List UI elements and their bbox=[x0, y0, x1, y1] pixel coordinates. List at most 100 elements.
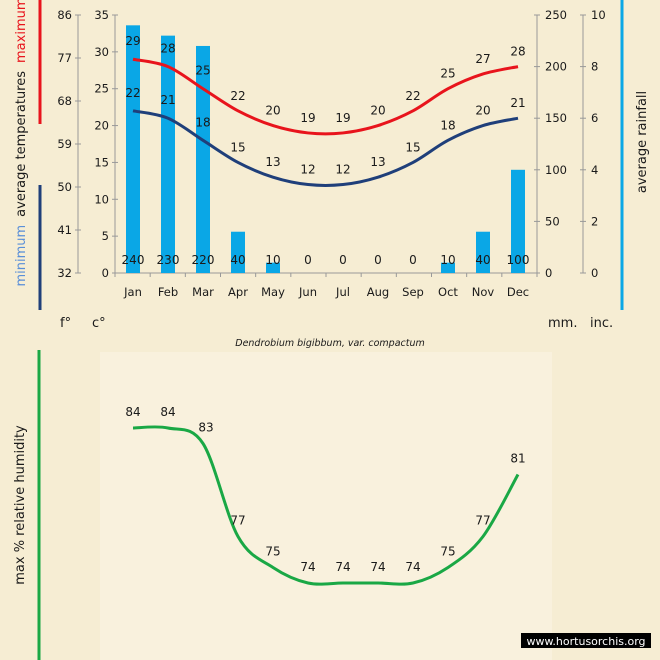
humidity-data-label: 83 bbox=[198, 421, 213, 435]
rainfall-data-label: 220 bbox=[192, 253, 215, 267]
average-temperatures-label: average temperatures bbox=[14, 71, 29, 217]
fahrenheit-tick-label: 41 bbox=[57, 223, 72, 237]
rainfall-data-label: 100 bbox=[507, 253, 530, 267]
maximum-data-label: 19 bbox=[335, 111, 350, 125]
maximum-data-label: 19 bbox=[300, 111, 315, 125]
temperature-rainfall-chart: 3241505968778605101520253035050100150200… bbox=[57, 8, 605, 299]
humidity-line bbox=[132, 425, 520, 586]
inches-tick-label: 10 bbox=[591, 8, 606, 22]
rainfall-axis-title: average rainfall bbox=[635, 91, 650, 193]
minimum-data-label: 13 bbox=[265, 155, 280, 169]
rainfall-data-label: 40 bbox=[230, 253, 245, 267]
mm-tick-label: 50 bbox=[545, 214, 560, 228]
maximum-data-label: 28 bbox=[160, 42, 175, 56]
rainfall-bar-mar bbox=[196, 45, 210, 274]
maximum-data-label: 29 bbox=[125, 34, 140, 48]
maximum-data-label: 25 bbox=[195, 64, 210, 78]
humidity-data-label: 81 bbox=[510, 452, 525, 466]
rainfall-data-label: 40 bbox=[475, 253, 490, 267]
minimum-data-label: 20 bbox=[475, 104, 490, 118]
minimum-data-label: 15 bbox=[230, 140, 245, 154]
fahrenheit-tick-label: 86 bbox=[57, 8, 72, 22]
month-label-apr: Apr bbox=[228, 285, 248, 299]
month-label-sep: Sep bbox=[402, 285, 424, 299]
humidity-data-label: 84 bbox=[125, 405, 140, 419]
month-label-aug: Aug bbox=[367, 285, 389, 299]
minimum-data-label: 12 bbox=[335, 163, 350, 177]
inches-tick-label: 6 bbox=[591, 111, 598, 125]
maximum-data-label: 27 bbox=[475, 52, 490, 66]
rainfall-data-label: 240 bbox=[122, 253, 145, 267]
minimum-data-label: 13 bbox=[370, 155, 385, 169]
month-label-jul: Jul bbox=[335, 285, 350, 299]
minimum-data-label: 22 bbox=[125, 86, 140, 100]
humidity-axis-title: max % relative humidity bbox=[13, 425, 28, 585]
month-label-nov: Nov bbox=[472, 285, 495, 299]
month-label-may: May bbox=[261, 285, 285, 299]
inches-tick-label: 8 bbox=[591, 60, 598, 74]
fahrenheit-tick-label: 32 bbox=[57, 266, 72, 280]
maximum-data-label: 28 bbox=[510, 45, 525, 59]
humidity-data-label: 75 bbox=[265, 545, 280, 559]
fahrenheit-tick-label: 77 bbox=[57, 51, 72, 65]
rainfall-data-label: 10 bbox=[440, 253, 455, 267]
minimum-data-label: 21 bbox=[160, 93, 175, 107]
minimum-data-label: 15 bbox=[405, 140, 420, 154]
month-label-mar: Mar bbox=[192, 285, 214, 299]
rainfall-bar-jan bbox=[126, 25, 140, 273]
rainfall-data-label: 0 bbox=[339, 253, 347, 267]
humidity-data-label: 74 bbox=[370, 560, 385, 574]
celsius-tick-label: 20 bbox=[94, 119, 109, 133]
minimum-data-label: 18 bbox=[440, 118, 455, 132]
celsius-unit: c° bbox=[92, 316, 106, 331]
maximum-data-label: 20 bbox=[265, 104, 280, 118]
celsius-tick-label: 0 bbox=[102, 266, 109, 280]
mm-tick-label: 0 bbox=[545, 266, 552, 280]
inches-tick-label: 0 bbox=[591, 266, 598, 280]
rainfall-bar-feb bbox=[161, 35, 175, 273]
maximum-data-label: 22 bbox=[230, 89, 245, 103]
rainfall-data-label: 0 bbox=[374, 253, 382, 267]
minimum-label: minimum bbox=[14, 225, 29, 287]
chart-caption: Dendrobium bigibbum, var. compactum bbox=[235, 338, 425, 349]
humidity-data-label: 74 bbox=[405, 560, 420, 574]
mm-tick-label: 100 bbox=[545, 163, 567, 177]
rainfall-data-label: 0 bbox=[304, 253, 312, 267]
humidity-plot-area bbox=[100, 352, 552, 660]
rainfall-bar-oct bbox=[441, 262, 455, 273]
humidity-chart: 84 84 83 77 75 74 74 74 74 75 77 81 bbox=[125, 405, 526, 586]
rainfall-bar-may bbox=[266, 262, 280, 273]
rainfall-bar-dec bbox=[511, 169, 525, 273]
celsius-tick-label: 30 bbox=[94, 45, 109, 59]
maximum-data-label: 20 bbox=[370, 104, 385, 118]
left-axis-title: minimum average temperatures maximum bbox=[14, 0, 29, 287]
celsius-tick-label: 10 bbox=[94, 192, 109, 206]
watermark: www.hortusorchis.org bbox=[526, 635, 645, 648]
month-label-oct: Oct bbox=[438, 285, 458, 299]
month-label-jun: Jun bbox=[298, 285, 317, 299]
rainfall-data-label: 10 bbox=[265, 253, 280, 267]
humidity-data-label: 77 bbox=[230, 514, 245, 528]
humidity-data-label: 75 bbox=[440, 545, 455, 559]
rainfall-data-label: 0 bbox=[409, 253, 417, 267]
humidity-data-label: 74 bbox=[335, 560, 350, 574]
maximum-data-label: 25 bbox=[440, 67, 455, 81]
rainfall-bar-nov bbox=[476, 231, 490, 273]
month-label-feb: Feb bbox=[158, 285, 178, 299]
mm-tick-label: 150 bbox=[545, 111, 567, 125]
humidity-data-label: 84 bbox=[160, 405, 175, 419]
fahrenheit-unit: f° bbox=[60, 316, 71, 331]
month-label-jan: Jan bbox=[123, 285, 142, 299]
month-label-dec: Dec bbox=[507, 285, 529, 299]
mm-unit: mm. bbox=[548, 316, 577, 331]
maximum-temperature-line bbox=[132, 57, 519, 136]
celsius-tick-label: 35 bbox=[94, 8, 109, 22]
mm-tick-label: 200 bbox=[545, 60, 567, 74]
celsius-tick-label: 5 bbox=[102, 229, 109, 243]
fahrenheit-tick-label: 50 bbox=[57, 180, 72, 194]
rainfall-data-label: 230 bbox=[157, 253, 180, 267]
watermark-box bbox=[521, 633, 651, 648]
humidity-data-label: 77 bbox=[475, 514, 490, 528]
inches-tick-label: 4 bbox=[591, 163, 598, 177]
